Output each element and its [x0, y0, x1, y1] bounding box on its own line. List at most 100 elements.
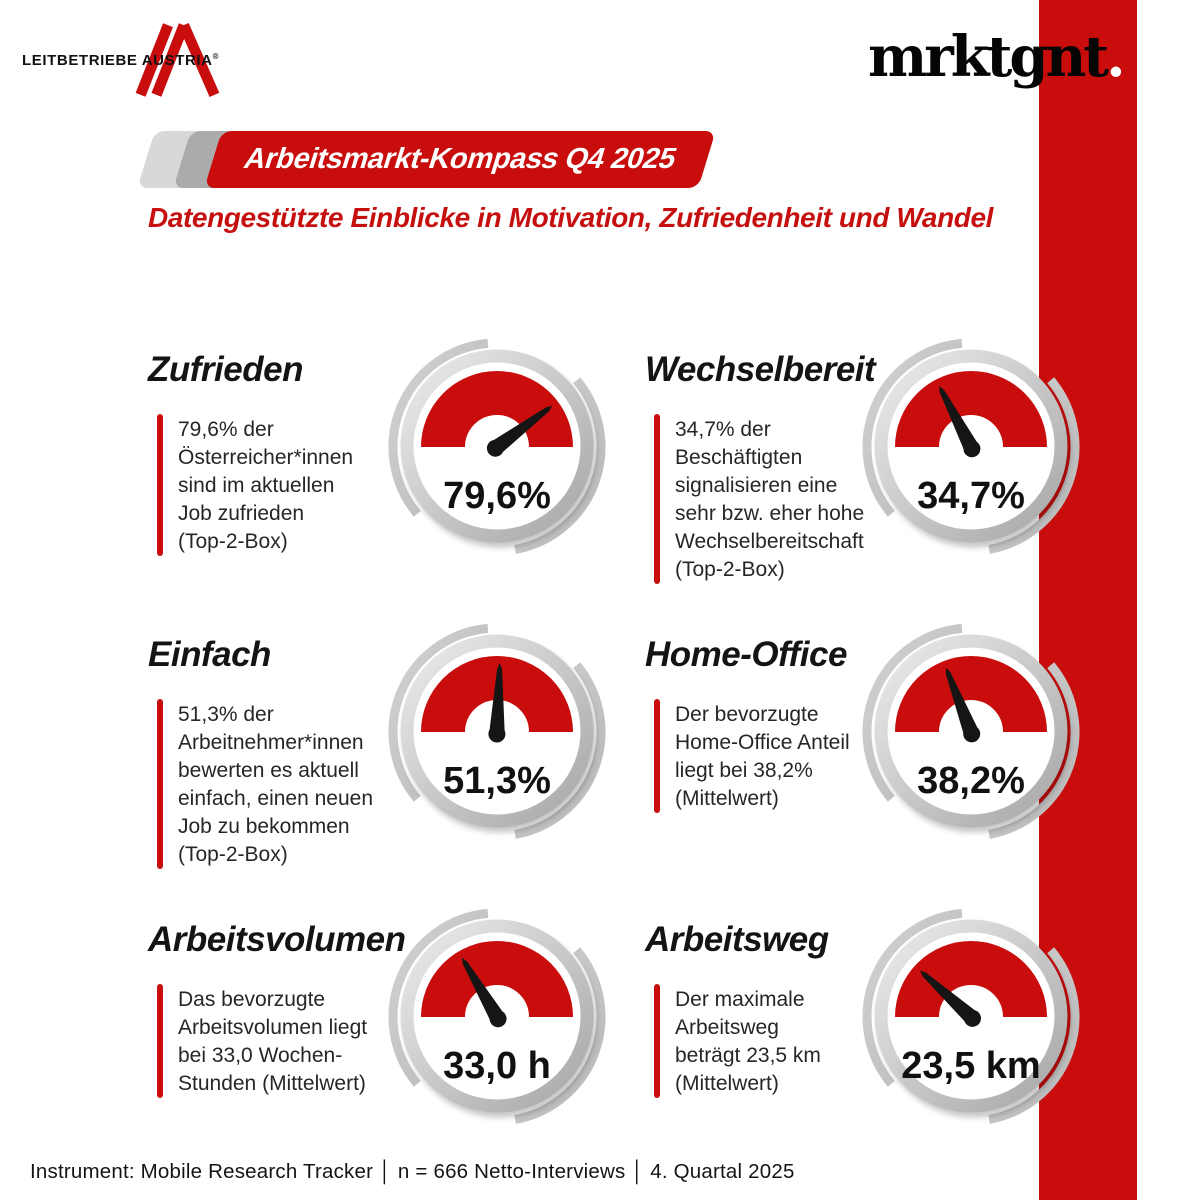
gauge-dial-arc — [895, 941, 1047, 1019]
red-accent-rule — [654, 699, 660, 813]
section-description: Das bevorzugte Arbeitsvolumen liegt bei 33… — [157, 984, 407, 1098]
gauge-value: 23,5 km — [901, 1045, 1040, 1087]
section-title: Zufrieden — [148, 350, 303, 389]
section-title: Wechselbereit — [645, 350, 876, 389]
description-line: Der bevorzugte — [675, 703, 819, 726]
description-line: Der maximale — [675, 988, 805, 1011]
description-line: sind im aktuellen — [178, 474, 335, 497]
gauge: 79,6% — [388, 338, 606, 554]
page-subtitle: Datengestützte Einblicke in Motivation, … — [148, 202, 994, 233]
metric-section: Arbeitsweg Der maximale Arbeitsweg beträgt… — [645, 900, 1120, 1185]
section-title: Home-Office — [645, 635, 847, 674]
gauge-outer-arc-left — [388, 908, 489, 1087]
gauge-needle — [919, 970, 981, 1027]
section-description: 51,3% der Arbeitnehmer*innen bewerten es a… — [157, 699, 407, 869]
description-line: (Top-2-Box) — [178, 530, 288, 553]
description-line: Wechselbereitschaft — [675, 530, 864, 553]
gauge: 34,7% — [862, 338, 1080, 554]
gauge-wrap: 79,6% — [382, 334, 612, 569]
gauge-outer-arc-right — [514, 377, 606, 554]
gauge-dial-arc — [421, 941, 573, 1019]
metric-section: Zufrieden 79,6% der Österreicher*innen sin… — [148, 330, 623, 615]
description-line: Home-Office Anteil — [675, 731, 850, 754]
metric-section: Einfach 51,3% der Arbeitnehmer*innen bewer… — [148, 615, 623, 900]
gauge-wrap: 51,3% — [382, 619, 612, 854]
metric-section: Arbeitsvolumen Das bevorzugte Arbeitsvolu… — [148, 900, 623, 1185]
section-title: Arbeitsweg — [645, 920, 829, 959]
footer-source-note: Instrument: Mobile Research Tracker │ n … — [30, 1160, 795, 1183]
gauge: 51,3% — [388, 623, 606, 839]
description-line: (Top-2-Box) — [178, 843, 288, 866]
gauge: 23,5 km — [862, 908, 1080, 1124]
section-description: Der bevorzugte Home-Office Anteil liegt be… — [654, 699, 904, 813]
mrktgnt-logo-dot: . — [1106, 24, 1125, 90]
banner-title: Arbeitsmarkt-Kompass Q4 2025 — [240, 143, 681, 175]
metric-section: Home-Office Der bevorzugte Home-Office An… — [645, 615, 1120, 900]
gauge-wrap: 33,0 h — [382, 904, 612, 1139]
gauge-outer-arc-right — [514, 662, 606, 839]
description-line: bewerten es aktuell — [178, 759, 359, 782]
leitbetriebe-austria-logo: LEITBETRIEBE AUSTRIA® — [22, 23, 237, 104]
description-line: 79,6% der — [178, 418, 274, 441]
leitbetriebe-logo-text: LEITBETRIEBE AUSTRIA® — [22, 52, 219, 69]
mrktgnt-logo: mrktgnt. — [868, 24, 1126, 90]
description-line: 51,3% der — [178, 703, 274, 726]
section-title: Arbeitsvolumen — [148, 920, 406, 959]
gauge-outer-arc-right — [988, 377, 1080, 554]
leitbetriebe-logo-label: LEITBETRIEBE AUSTRIA — [22, 52, 213, 69]
description-line: Das bevorzugte — [178, 988, 326, 1011]
description-line: (Mittelwert) — [675, 1072, 779, 1095]
description-text: 34,7% der Beschäftigten signalisieren eine… — [675, 414, 864, 584]
description-line: liegt bei 38,2% — [675, 759, 813, 782]
description-line: sehr bzw. eher hohe — [675, 502, 865, 525]
gauge-needle — [461, 957, 507, 1028]
gauge-needle — [486, 405, 553, 457]
gauge-wrap: 38,2% — [856, 619, 1086, 854]
gauge-needle — [939, 385, 981, 458]
gauge-dial-arc — [895, 656, 1047, 734]
gauge: 38,2% — [862, 623, 1080, 839]
description-line: Arbeitnehmer*innen — [178, 731, 364, 754]
section-description: 79,6% der Österreicher*innen sind im aktue… — [157, 414, 407, 556]
description-line: signalisieren eine — [675, 474, 838, 497]
description-text: Das bevorzugte Arbeitsvolumen liegt bei 33… — [178, 984, 367, 1098]
red-accent-rule — [157, 414, 163, 556]
gauge-outer-arc-right — [988, 662, 1080, 839]
description-line: Arbeitsvolumen liegt — [178, 1016, 368, 1039]
description-line: Job zufrieden — [178, 502, 305, 525]
gauge-dial-arc — [895, 371, 1047, 449]
description-line: (Top-2-Box) — [675, 558, 785, 581]
description-text: 51,3% der Arbeitnehmer*innen bewerten es a… — [178, 699, 373, 869]
gauge-outer-arc-left — [388, 338, 489, 517]
description-text: Der maximale Arbeitsweg beträgt 23,5 km (Mi… — [675, 984, 821, 1098]
red-accent-rule — [157, 699, 163, 869]
description-line: einfach, einen neuen — [178, 787, 373, 810]
red-accent-rule — [157, 984, 163, 1098]
gauge-outer-arc-left — [862, 623, 963, 802]
gauge-value: 51,3% — [443, 760, 551, 802]
registered-trademark: ® — [212, 52, 220, 61]
section-description: 34,7% der Beschäftigten signalisieren eine… — [654, 414, 904, 584]
mrktgnt-logo-text: mrktgnt — [868, 24, 1109, 90]
gauge-needle — [488, 663, 506, 743]
leitbetriebe-a-mark-icon — [135, 23, 220, 97]
red-accent-rule — [654, 414, 660, 584]
section-title: Einfach — [148, 635, 271, 674]
gauge-value: 34,7% — [917, 475, 1025, 517]
description-line: 34,7% der — [675, 418, 771, 441]
gauge-value: 38,2% — [917, 760, 1025, 802]
description-line: Arbeitsweg — [675, 1016, 779, 1039]
gauge-needle — [945, 667, 981, 743]
gauge-wrap: 34,7% — [856, 334, 1086, 569]
gauge-dial-arc — [421, 371, 573, 449]
gauge-value: 33,0 h — [443, 1045, 551, 1087]
description-text: Der bevorzugte Home-Office Anteil liegt be… — [675, 699, 850, 813]
section-description: Der maximale Arbeitsweg beträgt 23,5 km (Mi… — [654, 984, 904, 1098]
description-line: Beschäftigten — [675, 446, 803, 469]
gauge-outer-arc-right — [514, 947, 606, 1124]
red-accent-rule — [654, 984, 660, 1098]
description-line: Österreicher*innen — [178, 446, 354, 469]
description-line: beträgt 23,5 km — [675, 1044, 821, 1067]
gauge-outer-arc-left — [388, 623, 489, 802]
